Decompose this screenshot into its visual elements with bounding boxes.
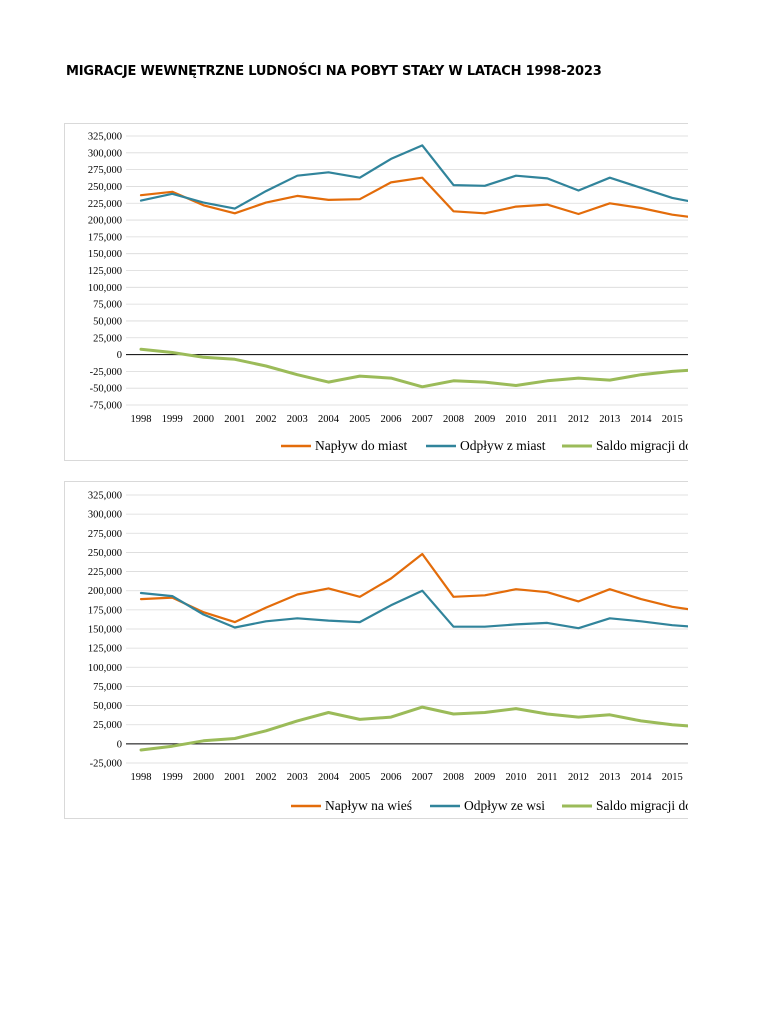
x-tick-label: 2008 xyxy=(443,414,464,425)
page-edge-mask xyxy=(688,0,768,1024)
y-tick-label: 50,000 xyxy=(93,316,122,327)
x-tick-label: 2003 xyxy=(287,772,308,783)
x-tick-label: 2010 xyxy=(506,772,527,783)
x-tick-label: 2015 xyxy=(662,414,683,425)
y-tick-label: 125,000 xyxy=(88,644,122,655)
x-tick-label: 2014 xyxy=(631,772,653,783)
x-tick-label: 1999 xyxy=(162,772,183,783)
series-line-1 xyxy=(139,552,705,624)
legend-label: Napływ na wieś xyxy=(325,798,412,813)
x-tick-label: 2000 xyxy=(193,772,214,783)
series-line-2 xyxy=(139,144,705,210)
y-tick-label: 150,000 xyxy=(88,625,122,636)
y-tick-label: 200,000 xyxy=(88,586,122,597)
x-tick-label: 2001 xyxy=(224,772,245,783)
page-title: MIGRACJE WEWNĘTRZNE LUDNOŚCI NA POBYT ST… xyxy=(66,64,602,79)
y-tick-label: 175,000 xyxy=(88,232,122,243)
y-tick-label: 100,000 xyxy=(88,663,122,674)
legend-label: Odpływ z miast xyxy=(460,438,546,453)
x-tick-label: 2014 xyxy=(631,414,653,425)
x-tick-label: 2000 xyxy=(193,414,214,425)
chart-urban-migration: 325,000 300,000 275,000 250,000 225,000 200,0… xyxy=(64,123,705,461)
x-tick-label: 2015 xyxy=(662,772,683,783)
chart-rural-migration: 325,000 300,000 275,000 250,000 225,000 200,0… xyxy=(64,481,705,819)
y-tick-label: 250,000 xyxy=(88,548,122,559)
y-tick-label: 250,000 xyxy=(88,182,122,193)
y-tick-label: -50,000 xyxy=(90,384,122,395)
x-tick-label: 2004 xyxy=(318,414,340,425)
y-tick-label: 225,000 xyxy=(88,199,122,210)
x-tick-label: 2012 xyxy=(568,772,589,783)
x-tick-label: 2011 xyxy=(537,414,558,425)
legend-label: Saldo migracji do miast xyxy=(596,438,705,453)
x-tick-label: 2002 xyxy=(256,414,277,425)
x-tick-label: 2005 xyxy=(349,772,370,783)
legend-label: Napływ do miast xyxy=(315,438,407,453)
y-tick-label: 75,000 xyxy=(93,682,122,693)
x-tick-label: 2008 xyxy=(443,772,464,783)
series-line-3 xyxy=(139,347,705,389)
y-tick-label: 275,000 xyxy=(88,165,122,176)
y-tick-label: 325,000 xyxy=(88,491,122,502)
y-tick-label: 200,000 xyxy=(88,216,122,227)
y-tick-label: 0 xyxy=(117,739,122,750)
x-tick-label: 2007 xyxy=(412,772,433,783)
x-tick-label: 2006 xyxy=(381,414,402,425)
y-tick-label: 300,000 xyxy=(88,148,122,159)
y-tick-label: 300,000 xyxy=(88,510,122,521)
y-tick-label: 50,000 xyxy=(93,701,122,712)
y-tick-label: 175,000 xyxy=(88,605,122,616)
x-tick-label: 2005 xyxy=(349,414,370,425)
x-tick-label: 1998 xyxy=(131,772,152,783)
x-tick-label: 2010 xyxy=(506,414,527,425)
chart-rural-svg: 325,000 300,000 275,000 250,000 225,000 200,0… xyxy=(88,491,705,813)
x-tick-label: 2011 xyxy=(537,772,558,783)
series-line-2 xyxy=(139,589,705,630)
x-tick-label: 2001 xyxy=(224,414,245,425)
y-tick-label: 25,000 xyxy=(93,333,122,344)
series-line-1 xyxy=(139,176,705,220)
x-tick-label: 2013 xyxy=(599,414,620,425)
y-tick-label: -25,000 xyxy=(90,367,122,378)
y-tick-label: 0 xyxy=(117,350,122,361)
y-tick-label: 325,000 xyxy=(88,132,122,143)
y-tick-label: 225,000 xyxy=(88,567,122,578)
x-tick-label: 2004 xyxy=(318,772,340,783)
series-line-3 xyxy=(139,705,705,752)
y-tick-label: -25,000 xyxy=(90,759,122,770)
legend-label: Saldo migracji do wsi xyxy=(596,798,705,813)
y-tick-label: 125,000 xyxy=(88,266,122,277)
x-tick-label: 1998 xyxy=(131,414,152,425)
x-tick-label: 2003 xyxy=(287,414,308,425)
y-tick-label: 275,000 xyxy=(88,529,122,540)
x-tick-label: 2006 xyxy=(381,772,402,783)
x-tick-label: 2009 xyxy=(474,414,495,425)
y-tick-label: 150,000 xyxy=(88,249,122,260)
y-tick-label: 100,000 xyxy=(88,283,122,294)
chart-urban-svg: 325,000 300,000 275,000 250,000 225,000 200,0… xyxy=(88,132,705,453)
x-tick-label: 1999 xyxy=(162,414,183,425)
x-tick-label: 2012 xyxy=(568,414,589,425)
y-tick-label: -75,000 xyxy=(90,401,122,412)
legend-label: Odpływ ze wsi xyxy=(464,798,545,813)
y-tick-label: 75,000 xyxy=(93,300,122,311)
x-tick-label: 2013 xyxy=(599,772,620,783)
x-tick-label: 2007 xyxy=(412,414,433,425)
x-tick-label: 2002 xyxy=(256,772,277,783)
y-tick-label: 25,000 xyxy=(93,720,122,731)
x-tick-label: 2009 xyxy=(474,772,495,783)
